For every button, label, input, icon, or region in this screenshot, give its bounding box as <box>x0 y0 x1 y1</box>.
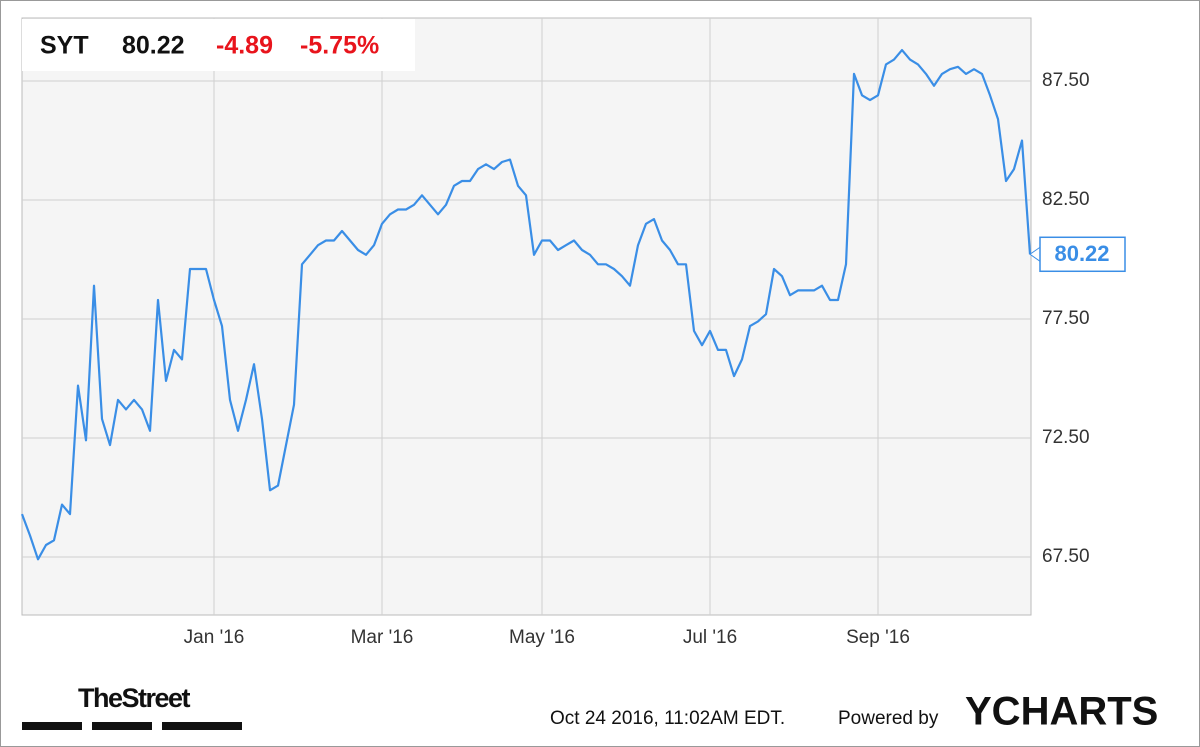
x-tick-label: Jan '16 <box>184 627 245 648</box>
x-tick-label: Jul '16 <box>683 627 737 648</box>
last-value-label: 80.22 <box>1054 241 1109 266</box>
y-tick-label: 72.50 <box>1042 427 1090 448</box>
x-tick-label: May '16 <box>509 627 575 648</box>
logo-bar <box>92 722 152 730</box>
y-tick-label: 82.50 <box>1042 189 1090 210</box>
brand: YCHARTS <box>965 690 1158 734</box>
x-tick-label: Sep '16 <box>846 627 910 648</box>
header-box <box>22 19 415 71</box>
plot-area <box>21 17 1032 616</box>
ticker: SYT <box>40 32 89 60</box>
change: -4.89 <box>216 32 273 60</box>
logo-bar <box>162 722 242 730</box>
timestamp: Oct 24 2016, 11:02AM EDT. <box>550 708 785 729</box>
powered-by: Powered by <box>838 708 939 729</box>
x-tick-label: Mar '16 <box>351 627 414 648</box>
price-line <box>20 48 1032 561</box>
change-percent: -5.75% <box>300 32 379 60</box>
y-tick-label: 77.50 <box>1042 308 1090 329</box>
publisher: TheStreet <box>78 683 191 713</box>
last-value-box <box>1039 236 1126 273</box>
y-tick-label: 87.50 <box>1042 70 1090 91</box>
logo-bar <box>22 722 82 730</box>
y-tick-label: 67.50 <box>1042 546 1090 567</box>
price: 80.22 <box>122 32 185 60</box>
